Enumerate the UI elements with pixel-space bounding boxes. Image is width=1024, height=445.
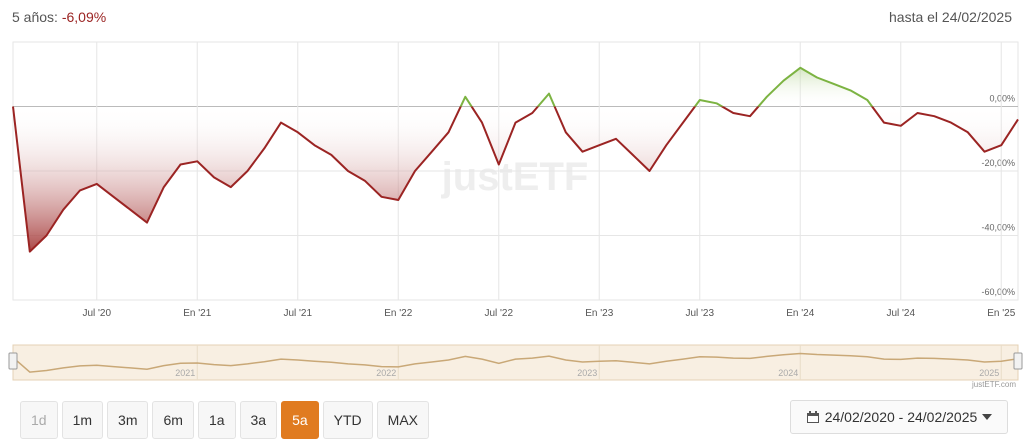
navigator-tick-label: 2024 <box>778 368 798 378</box>
range-button[interactable]: MAX <box>376 401 430 439</box>
x-tick-label: En '21 <box>183 308 211 319</box>
x-tick-label: Jul '21 <box>283 308 312 319</box>
range-button[interactable]: 1m <box>61 401 104 439</box>
range-buttons: 1d 1m 3m 6m 1a 3a 5a YTD MAX <box>20 401 430 439</box>
chart: justETF justETF.com 0,00% -20,00% -40,00% -… <box>8 41 1023 389</box>
navigator-tick-label: 2022 <box>376 368 396 378</box>
navigator-handle <box>8 352 18 370</box>
as-of-date: hasta el 24/02/2025 <box>889 9 1012 25</box>
navigator-tick-label: 2023 <box>577 368 597 378</box>
y-tick-label: -60,00% <box>981 287 1015 297</box>
performance-value: -6,09% <box>61 9 107 25</box>
range-button[interactable]: 5a <box>281 401 319 439</box>
navigator-line <box>12 352 1019 373</box>
line <box>12 66 1019 253</box>
navigator-handle <box>1013 352 1023 370</box>
range-button[interactable]: YTD <box>322 401 373 439</box>
calendar-icon <box>806 411 819 423</box>
navigator-bg <box>12 344 1019 381</box>
period-performance: 5 años: -6,09% <box>12 9 106 25</box>
x-tick-label: En '23 <box>585 308 613 319</box>
watermark: justETF <box>441 155 589 199</box>
date-range-picker[interactable]: 24/02/2020 - 24/02/2025 <box>790 400 1008 434</box>
x-tick-label: En '24 <box>786 308 814 319</box>
area-fill <box>13 67 1018 252</box>
navigator-tick-label: 2025 <box>979 368 999 378</box>
y-tick-label: -20,00% <box>981 158 1015 168</box>
x-tick-label: En '25 <box>987 308 1015 319</box>
y-tick-label: -40,00% <box>981 223 1015 233</box>
range-button[interactable]: 1d <box>20 401 58 439</box>
y-tick-label: 0,00% <box>989 94 1015 104</box>
period-label: 5 años: <box>12 9 58 25</box>
x-tick-label: Jul '24 <box>886 308 915 319</box>
credit: justETF.com <box>971 380 1016 389</box>
x-tick-label: En '22 <box>384 308 412 319</box>
range-button[interactable]: 6m <box>152 401 194 439</box>
caret <box>982 414 993 420</box>
navigator-tick-label: 2021 <box>175 368 195 378</box>
x-tick-label: Jul '20 <box>82 308 111 319</box>
range-button[interactable]: 3a <box>239 401 278 439</box>
date-range: 24/02/2020 - 24/02/2025 <box>824 409 978 425</box>
x-tick-label: Jul '22 <box>484 308 513 319</box>
range-button[interactable]: 1a <box>197 401 236 439</box>
range-button[interactable]: 3m <box>107 401 149 439</box>
x-tick-label: Jul '23 <box>685 308 714 319</box>
